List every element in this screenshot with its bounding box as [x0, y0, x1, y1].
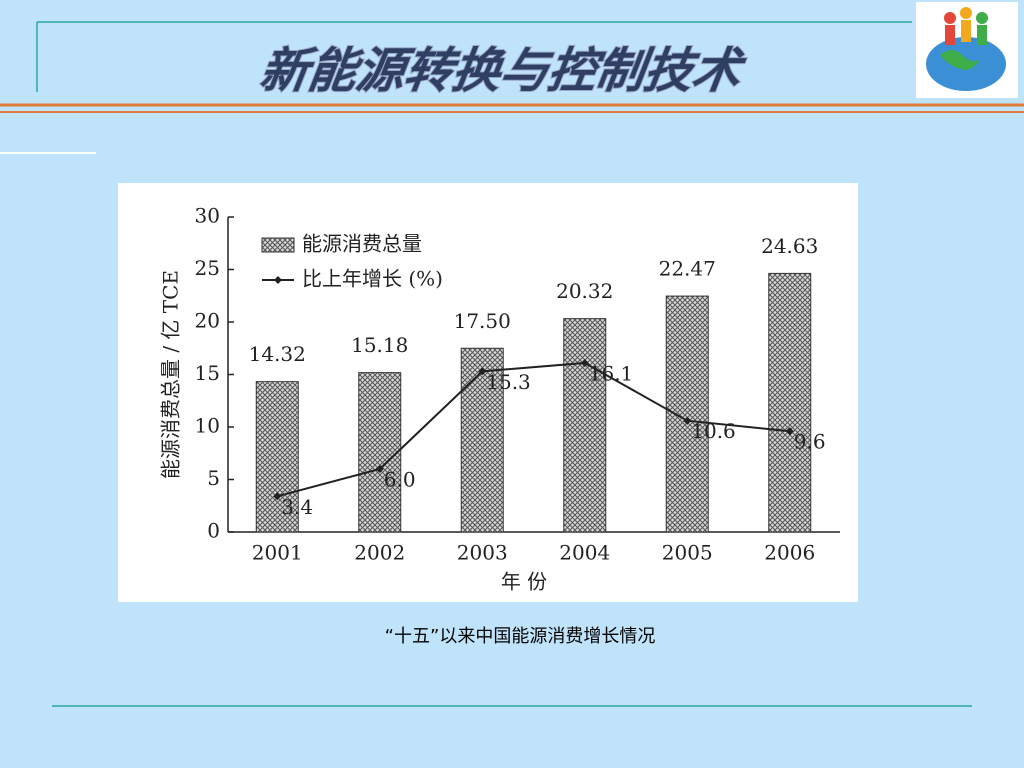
x-tick-label: 2003	[457, 541, 508, 565]
y-tick-label: 5	[207, 466, 220, 490]
y-axis-label: 能源消费总量 / 亿 TCE	[159, 270, 183, 479]
bar	[563, 318, 607, 533]
x-tick-label: 2002	[354, 541, 405, 565]
legend-swatch	[261, 237, 295, 253]
line-value-label: 16.1	[589, 361, 634, 385]
caption: “十五”以来中国能源消费增长情况	[385, 626, 656, 647]
line-value-label: 6.0	[384, 468, 416, 492]
x-tick-label: 2004	[559, 541, 610, 565]
bar	[460, 347, 504, 533]
y-tick-label: 10	[195, 414, 220, 438]
bar-value-label: 14.32	[249, 342, 306, 366]
line-value-label: 3.4	[281, 495, 313, 519]
x-axis-label: 年 份	[501, 570, 547, 594]
y-tick-label: 25	[195, 256, 220, 280]
logo	[916, 2, 1018, 98]
y-tick-label: 20	[195, 309, 220, 333]
bar-value-label: 20.32	[556, 279, 613, 303]
bar-value-label: 22.47	[659, 257, 716, 281]
line-marker	[375, 465, 384, 473]
legend-swatch	[274, 276, 282, 284]
y-tick-label: 0	[207, 519, 220, 543]
line-marker	[273, 492, 282, 501]
bar	[358, 372, 402, 533]
legend-label: 比上年增长 (%)	[302, 267, 443, 291]
bar-value-label: 24.63	[761, 234, 818, 258]
bar	[768, 272, 812, 533]
line-value-label: 9.6	[794, 430, 826, 454]
line-value-label: 10.6	[691, 419, 736, 443]
bar	[255, 381, 299, 533]
x-tick-label: 2006	[764, 541, 815, 565]
y-tick-label: 15	[195, 361, 220, 385]
bar-value-label: 17.50	[454, 309, 511, 333]
x-tick-label: 2001	[252, 541, 303, 565]
legend-label: 能源消费总量	[302, 232, 422, 256]
bar-value-label: 15.18	[351, 333, 408, 357]
growth-line	[276, 361, 790, 498]
y-tick-label: 30	[195, 204, 220, 228]
line-marker	[478, 367, 487, 376]
slide-title: 新能源转换与控制技术	[257, 43, 749, 99]
line-value-label: 15.3	[486, 370, 531, 394]
line-marker	[785, 427, 794, 436]
line-marker	[580, 358, 589, 367]
chart: 0 5 10 15 20 25 30 能源消费总量 / 亿 TCE 年 份 2001 2002 200…	[159, 204, 840, 594]
bar	[665, 295, 709, 533]
x-tick-label: 2005	[662, 541, 713, 565]
line-marker	[683, 416, 692, 425]
